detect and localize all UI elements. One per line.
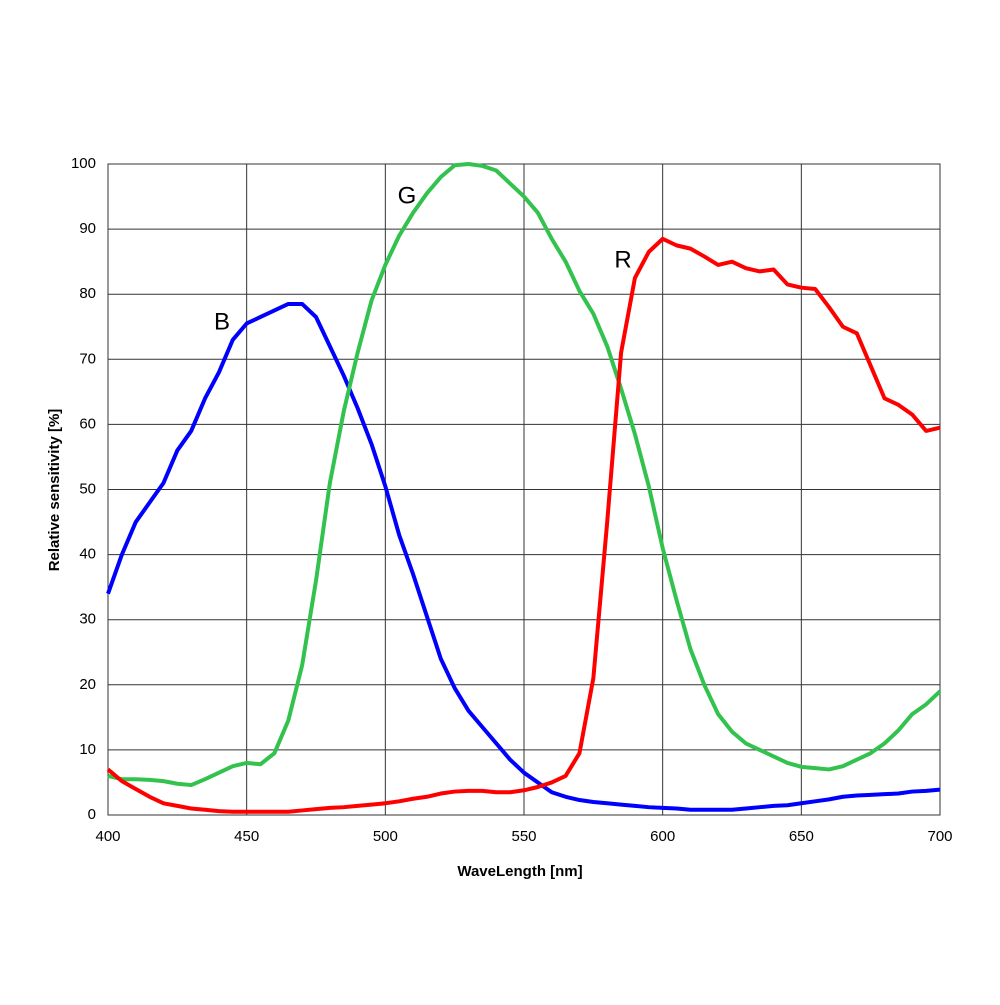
x-tick-label: 700	[927, 828, 952, 845]
series-label: G	[398, 182, 417, 209]
series-label: B	[214, 308, 230, 335]
x-tick-label: 450	[234, 828, 259, 845]
series-line	[106, 301, 941, 812]
x-tick-label: 600	[650, 828, 675, 845]
x-tick-label: 650	[789, 828, 814, 845]
series-label: R	[614, 246, 631, 273]
y-tick-label: 0	[88, 806, 96, 823]
y-tick-label: 40	[79, 546, 96, 563]
y-tick-label: 20	[79, 676, 96, 693]
series-line	[107, 162, 942, 788]
y-tick-label: 30	[79, 611, 96, 628]
series-line	[106, 236, 941, 814]
y-tick-label: 80	[79, 285, 96, 302]
y-tick-label: 100	[71, 155, 96, 172]
y-tick-label: 70	[79, 350, 96, 367]
y-tick-label: 10	[79, 741, 96, 758]
y-tick-label: 90	[79, 220, 96, 237]
y-tick-label: 60	[79, 415, 96, 432]
x-axis-label: WaveLength [nm]	[457, 863, 582, 880]
y-tick-label: 50	[79, 480, 96, 497]
x-tick-label: 550	[511, 828, 536, 845]
y-axis-label: Relative sensitivity [%]	[46, 409, 63, 572]
x-tick-label: 400	[95, 828, 120, 845]
x-tick-label: 500	[373, 828, 398, 845]
